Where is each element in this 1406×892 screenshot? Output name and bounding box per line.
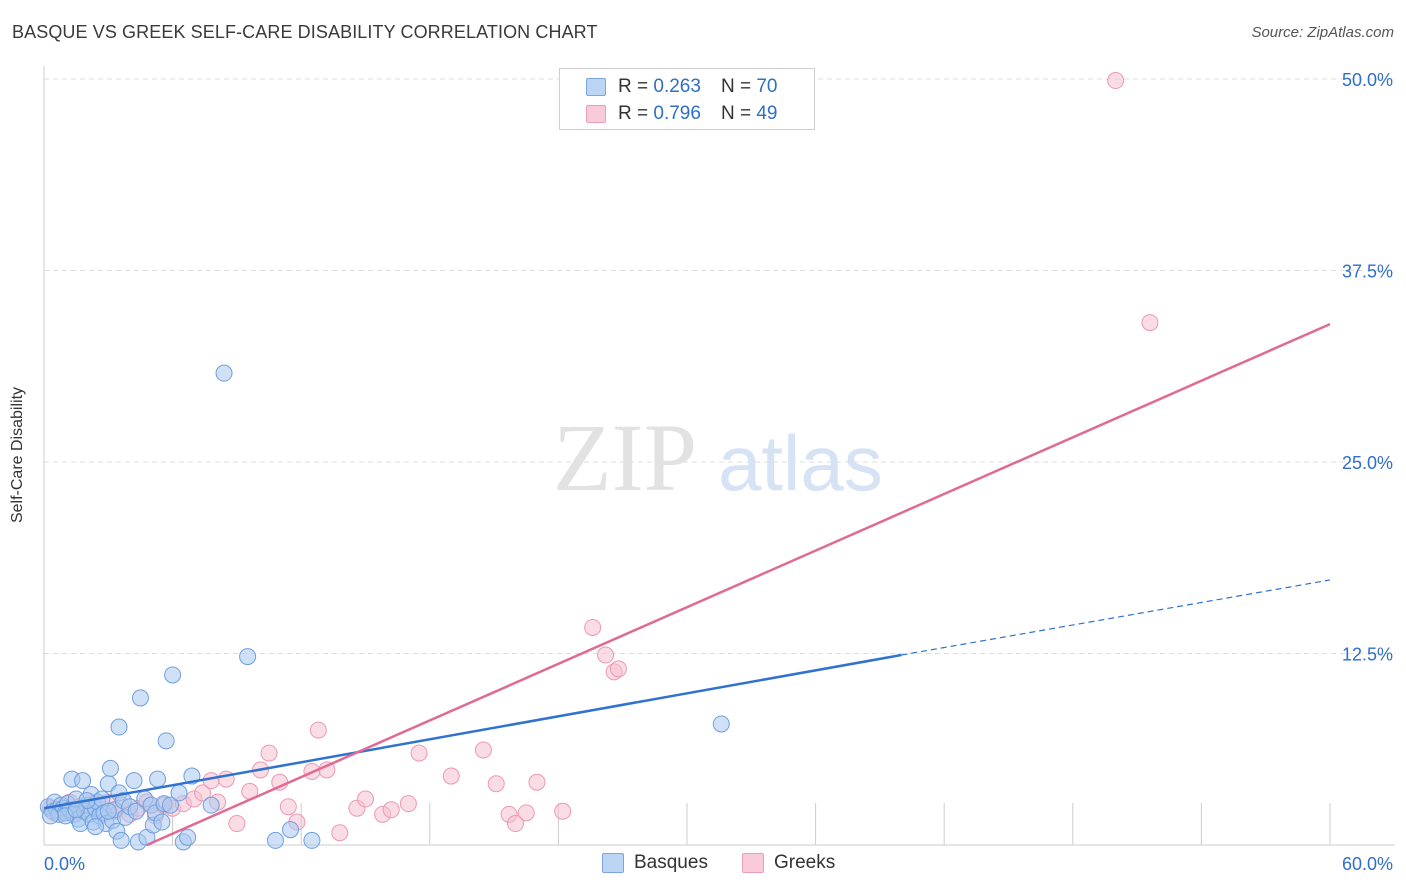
basques-point: [266, 831, 284, 849]
y-axis-label: Self-Care Disability: [9, 386, 26, 524]
basques-point: [161, 796, 179, 814]
greeks-point: [517, 804, 535, 822]
x-tick-label-min: 0.0%: [44, 854, 85, 874]
greeks-point: [260, 744, 278, 762]
greeks-point: [357, 790, 374, 808]
greeks-point: [528, 773, 546, 791]
basques-trend-line: [43, 653, 902, 810]
greeks-legend-label: Greeks: [774, 852, 836, 873]
basques-point: [202, 796, 220, 814]
greeks-point: [1141, 314, 1159, 332]
basques-point: [99, 802, 117, 820]
basques-trend-extension: [901, 579, 1331, 656]
basques-point: [164, 666, 182, 684]
greeks-point: [554, 802, 572, 820]
greeks-point: [474, 741, 492, 759]
greeks-trend-line: [146, 322, 1331, 847]
greeks-r-value: 0.796: [653, 103, 701, 124]
watermark-atlas: atlas: [718, 419, 883, 507]
y-tick-label: 25.0%: [1342, 453, 1393, 473]
greeks-n-value: 49: [756, 103, 778, 124]
basques-swatch: [586, 78, 606, 96]
basques-point: [239, 648, 257, 666]
legend-item-basques[interactable]: Basques: [602, 852, 708, 874]
grid-lines: [44, 78, 1395, 654]
greeks-point: [410, 744, 428, 762]
trend-lines: [43, 322, 1331, 847]
greeks-point: [487, 775, 505, 793]
legend-item-greeks[interactable]: Greeks: [742, 852, 835, 874]
legend-r-label: R =: [618, 76, 649, 97]
greeks-point: [1107, 72, 1125, 90]
legend-row-greeks: R = 0.796 N = 49: [586, 102, 777, 126]
basques-legend-label: Basques: [634, 852, 708, 873]
basques-point: [101, 759, 119, 777]
greeks-point: [609, 660, 627, 678]
basques-point: [281, 821, 299, 839]
basques-point: [127, 802, 145, 820]
basques-n-value: 70: [756, 76, 778, 97]
source-credit: Source: ZipAtlas.com: [1251, 24, 1394, 41]
greeks-point: [279, 798, 297, 816]
y-tick-label: 50.0%: [1342, 70, 1393, 90]
basques-point: [153, 813, 171, 831]
watermark-zip: ZIP: [553, 404, 697, 511]
greeks-point: [442, 767, 460, 785]
greeks-point: [597, 646, 615, 664]
series-legend: Basques Greeks: [0, 852, 1406, 878]
basques-point: [712, 715, 730, 733]
greeks-point: [309, 721, 327, 739]
greeks-point: [228, 815, 246, 833]
basques-point: [215, 364, 233, 382]
basques-point: [179, 828, 197, 846]
greeks-legend-swatch: [742, 853, 764, 873]
legend-n-label: N =: [720, 76, 752, 97]
greeks-point: [507, 815, 525, 833]
basques-point: [303, 831, 321, 849]
legend-n-label: N =: [720, 103, 752, 124]
basques-point: [157, 732, 175, 750]
basques-point: [110, 718, 128, 736]
greeks-swatch: [586, 105, 606, 123]
greeks-point: [382, 801, 400, 819]
basques-point: [86, 818, 104, 836]
greeks-point: [584, 618, 602, 636]
basques-point: [149, 770, 167, 788]
chart-title: BASQUE VS GREEK SELF-CARE DISABILITY COR…: [12, 22, 598, 42]
y-tick-label: 37.5%: [1342, 262, 1393, 282]
tick-labels: 12.5% 25.0% 37.5% 50.0% 0.0% 60.0%: [44, 70, 1393, 874]
watermark: ZIP atlas: [553, 404, 883, 511]
greeks-point: [331, 824, 349, 842]
basques-point: [170, 784, 188, 802]
basques-point: [112, 831, 130, 849]
greeks-point: [202, 772, 220, 790]
correlation-legend: R = 0.263 N = 70 R = 0.796 N = 49: [559, 68, 815, 130]
x-tick-label-max: 60.0%: [1342, 854, 1393, 874]
y-tick-label: 12.5%: [1342, 645, 1393, 665]
basques-point: [74, 772, 92, 790]
basques-legend-swatch: [602, 853, 624, 873]
basques-r-value: 0.263: [653, 76, 701, 97]
legend-row-basques: R = 0.263 N = 70: [586, 75, 777, 99]
greeks-point: [399, 795, 417, 813]
basques-point: [41, 807, 59, 825]
legend-r-label: R =: [618, 103, 649, 124]
greeks-point: [194, 784, 212, 802]
basques-point: [131, 689, 149, 707]
basques-point: [125, 772, 143, 790]
